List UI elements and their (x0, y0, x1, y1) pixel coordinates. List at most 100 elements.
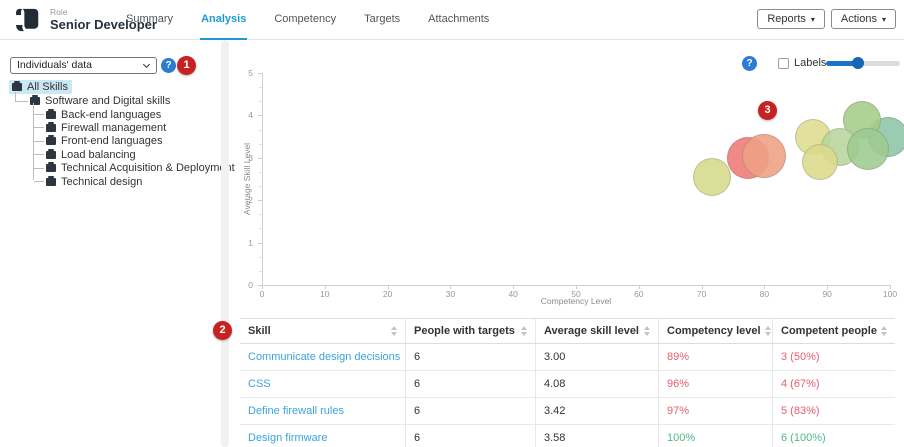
y-minor-tick (259, 87, 262, 89)
app-logo-scroll-icon (16, 8, 39, 32)
average-skill-level-value: 3.58 (535, 425, 658, 447)
column-header-skill[interactable]: Skill (240, 319, 405, 343)
x-tick (701, 285, 703, 289)
y-tick (258, 73, 262, 74)
skill-link[interactable]: Design firmware (248, 432, 328, 444)
tree-item-label: Firewall management (61, 121, 167, 134)
briefcase-icon (46, 175, 56, 186)
x-axis-title: Competency Level (540, 296, 612, 306)
sort-icon[interactable] (764, 326, 771, 336)
table-row: CSS 6 4.08 96% 4 (67%) (240, 371, 895, 398)
average-skill-level-value: 3.00 (535, 344, 658, 370)
x-tick (513, 285, 515, 289)
y-tick-label: 3 (248, 152, 253, 163)
panel-scrollbar[interactable] (221, 40, 229, 447)
chart-bubble-7[interactable] (693, 157, 732, 196)
column-header-label: Average skill level (544, 325, 639, 337)
x-tick-label: 30 (445, 289, 456, 299)
tab-targets[interactable]: Targets (364, 13, 401, 25)
briefcase-icon (46, 108, 56, 119)
x-tick-label: 0 (259, 289, 265, 299)
x-tick (576, 285, 577, 289)
sort-icon[interactable] (521, 326, 527, 336)
tree-item-front-end-languages[interactable]: Front-end languages (46, 135, 163, 147)
x-tick (450, 285, 452, 289)
chart-bubble-9[interactable] (741, 133, 786, 178)
x-tick-label: 20 (382, 289, 393, 299)
column-header-label: Competent people (781, 325, 877, 337)
competent-people-value: 6 (100%) (772, 425, 895, 447)
table-row: Design firmware 6 3.58 100% 6 (100%) (240, 425, 895, 447)
sort-icon[interactable] (644, 326, 650, 336)
tree-item-label: Software and Digital skills (45, 95, 171, 107)
annotation-badge-1: 1 (177, 56, 196, 75)
skill-link[interactable]: Communicate design decisions (248, 351, 401, 363)
tree-connector (34, 127, 44, 129)
people-with-targets-value: 6 (405, 425, 535, 447)
page-title: Senior Developer (50, 17, 157, 32)
tab-summary[interactable]: Summary (126, 13, 174, 25)
y-minor-tick (259, 101, 262, 103)
competency-level-value: 97% (658, 398, 772, 424)
average-skill-level-value: 4.08 (535, 371, 658, 397)
column-header-competent-people[interactable]: Competent people (772, 319, 895, 343)
column-header-people-with-targets[interactable]: People with targets (405, 319, 535, 343)
y-minor-tick (259, 143, 262, 145)
tree-item-label: Back-end languages (61, 108, 162, 121)
chart-bubble-5[interactable] (847, 128, 890, 171)
chevron-down-icon: ▾ (881, 15, 886, 24)
tab-competency[interactable]: Competency (274, 13, 337, 25)
briefcase-icon (12, 81, 22, 91)
briefcase-icon (46, 148, 56, 159)
competent-people-value: 5 (83%) (772, 398, 895, 424)
column-header-label: People with targets (414, 325, 515, 337)
sort-icon[interactable] (391, 326, 397, 336)
slider-thumb[interactable] (851, 57, 864, 69)
chart-help-icon[interactable]: ? (742, 56, 757, 71)
y-tick (258, 285, 262, 286)
labels-checkbox[interactable] (778, 58, 789, 69)
x-tick-label: 50 (571, 289, 581, 299)
briefcase-icon (46, 162, 56, 173)
actions-button[interactable]: Actions ▾ (830, 9, 896, 29)
tree-item-all-skills[interactable]: All Skills (9, 80, 72, 94)
tree-item-software-digital-skills[interactable]: Software and Digital skills (30, 95, 170, 107)
x-tick-label: 80 (759, 289, 770, 299)
skill-link[interactable]: CSS (248, 378, 271, 390)
sidebar-help-icon[interactable]: ? (161, 58, 176, 73)
skills-table: Skill People with targets Average skill le… (240, 318, 895, 447)
briefcase-icon (30, 95, 40, 105)
tree-item-firewall-management[interactable]: Firewall management (46, 121, 167, 134)
column-header-average-skill-level[interactable]: Average skill level (535, 319, 658, 343)
tree-item-load-balancing[interactable]: Load balancing (46, 148, 136, 161)
tree-connector (15, 92, 16, 102)
reports-button[interactable]: Reports ▾ (757, 9, 825, 29)
competency-level-value: 96% (658, 371, 772, 397)
chart-bubble-6[interactable] (802, 144, 839, 181)
x-tick (764, 285, 766, 289)
column-header-competency-level[interactable]: Competency level (658, 319, 772, 343)
annotation-badge-2: 2 (213, 321, 232, 340)
tabs: Summary Analysis Competency Targets Attachme… (125, 0, 490, 40)
tab-analysis[interactable]: Analysis (200, 0, 248, 40)
tree-item-technical-design[interactable]: Technical design (46, 175, 142, 188)
y-tick (258, 157, 262, 159)
competency-level-value: 100% (658, 425, 772, 447)
dataset-select[interactable]: Individuals' data (10, 57, 157, 74)
average-skill-level-value: 3.42 (535, 398, 658, 424)
tree-item-back-end-languages[interactable]: Back-end languages (46, 108, 162, 121)
people-with-targets-value: 6 (405, 398, 535, 424)
skill-link[interactable]: Define firewall rules (248, 405, 344, 417)
tab-attachments[interactable]: Attachments (428, 13, 490, 25)
y-tick (258, 115, 262, 117)
tree-item-label: Load balancing (61, 148, 136, 161)
tree-connector (34, 154, 44, 156)
tree-item-technical-acquisition-deployment[interactable]: Technical Acquisition & Deployment (46, 162, 235, 174)
annotation-badge-3: 3 (758, 101, 777, 120)
y-minor-tick (259, 228, 262, 230)
sort-icon[interactable] (881, 326, 887, 336)
competency-level-value: 89% (658, 344, 772, 370)
y-minor-tick (259, 256, 262, 258)
bubble-size-slider[interactable] (826, 57, 900, 69)
topbar-buttons: Reports ▾ Actions ▾ (757, 9, 896, 29)
